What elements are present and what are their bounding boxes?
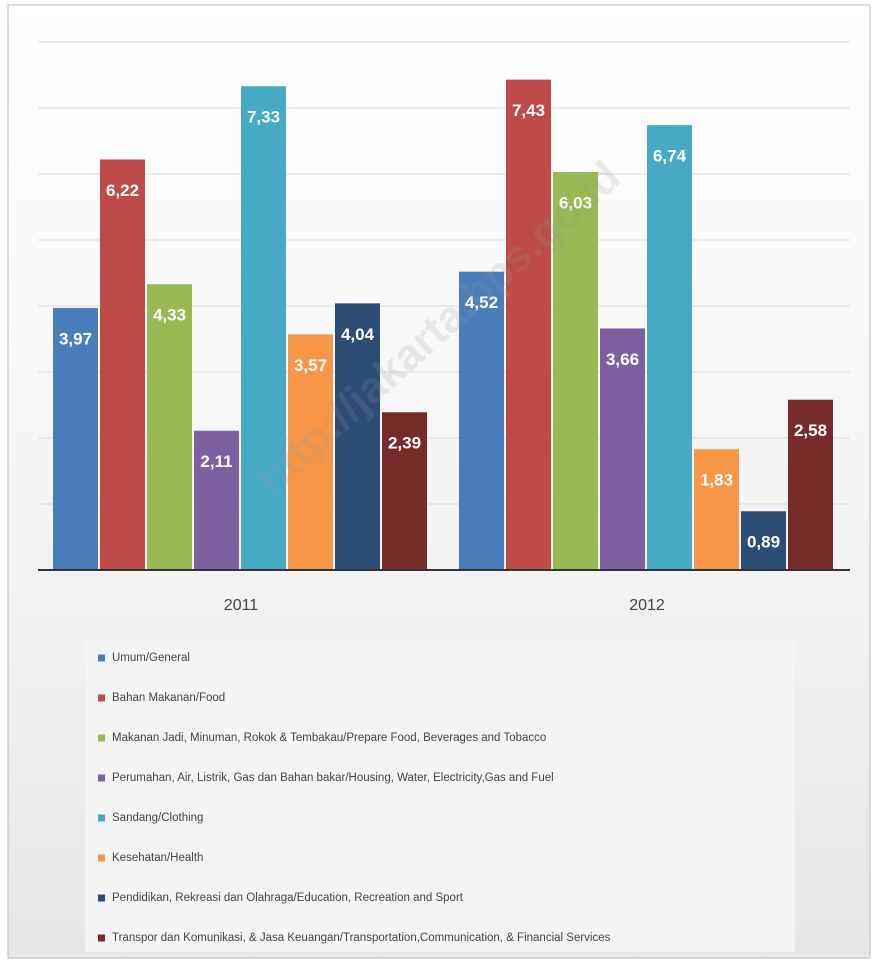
legend-label: Transpor dan Komunikasi, & Jasa Keuangan…: [112, 932, 611, 944]
legend-label: Kesehatan/Health: [112, 852, 203, 864]
value-label: 6,74: [653, 147, 687, 166]
value-label: 4,04: [341, 325, 375, 344]
value-label: 4,52: [465, 293, 498, 312]
legend-label: Pendidikan, Rekreasi dan Olahraga/Educat…: [112, 892, 464, 904]
bar: [100, 159, 145, 571]
bar: [288, 334, 333, 570]
value-label: 3,66: [606, 350, 639, 369]
bar: [694, 449, 739, 570]
x-tick-label: 2011: [224, 597, 259, 614]
bar: [600, 328, 645, 570]
legend-swatch: [98, 934, 105, 942]
legend-swatch: [98, 654, 105, 662]
x-tick-label: 2012: [629, 597, 665, 614]
value-label: 3,57: [294, 356, 327, 375]
legend-swatch: [98, 854, 105, 862]
bar: [194, 430, 239, 570]
legend-swatch: [98, 814, 105, 822]
value-label: 2,58: [794, 421, 827, 440]
legend-label: Sandang/Clothing: [112, 812, 203, 824]
value-label: 6,22: [106, 181, 139, 200]
value-label: 2,39: [388, 434, 421, 453]
bar: [506, 79, 551, 571]
legend-swatch: [98, 774, 105, 782]
legend-label: Bahan Makanan/Food: [112, 692, 225, 704]
value-label: 0,89: [747, 533, 780, 552]
value-label: 7,33: [247, 108, 280, 127]
value-label: 4,33: [153, 306, 186, 325]
value-label: 2,11: [200, 452, 232, 471]
legend-swatch: [98, 734, 105, 742]
legend-label: Makanan Jadi, Minuman, Rokok & Tembakau/…: [112, 732, 546, 744]
bar: [241, 86, 286, 570]
bar: [553, 172, 598, 570]
value-label: 3,97: [59, 329, 92, 348]
legend-swatch: [98, 894, 105, 902]
bar: [647, 125, 692, 570]
bar: [788, 399, 833, 570]
bar: [147, 284, 192, 570]
bar: [382, 412, 427, 570]
bar: [53, 307, 98, 570]
legend-label: Perumahan, Air, Listrik, Gas dan Bahan b…: [112, 772, 554, 784]
value-label: 7,43: [512, 101, 545, 120]
value-label: 6,03: [559, 194, 592, 213]
bar: [335, 303, 380, 570]
legend-swatch: [98, 694, 105, 702]
value-label: 1,83: [700, 471, 733, 490]
bar: [741, 511, 786, 570]
legend-box: [85, 640, 795, 952]
bar: [459, 271, 504, 570]
legend-label: Umum/General: [112, 652, 190, 664]
